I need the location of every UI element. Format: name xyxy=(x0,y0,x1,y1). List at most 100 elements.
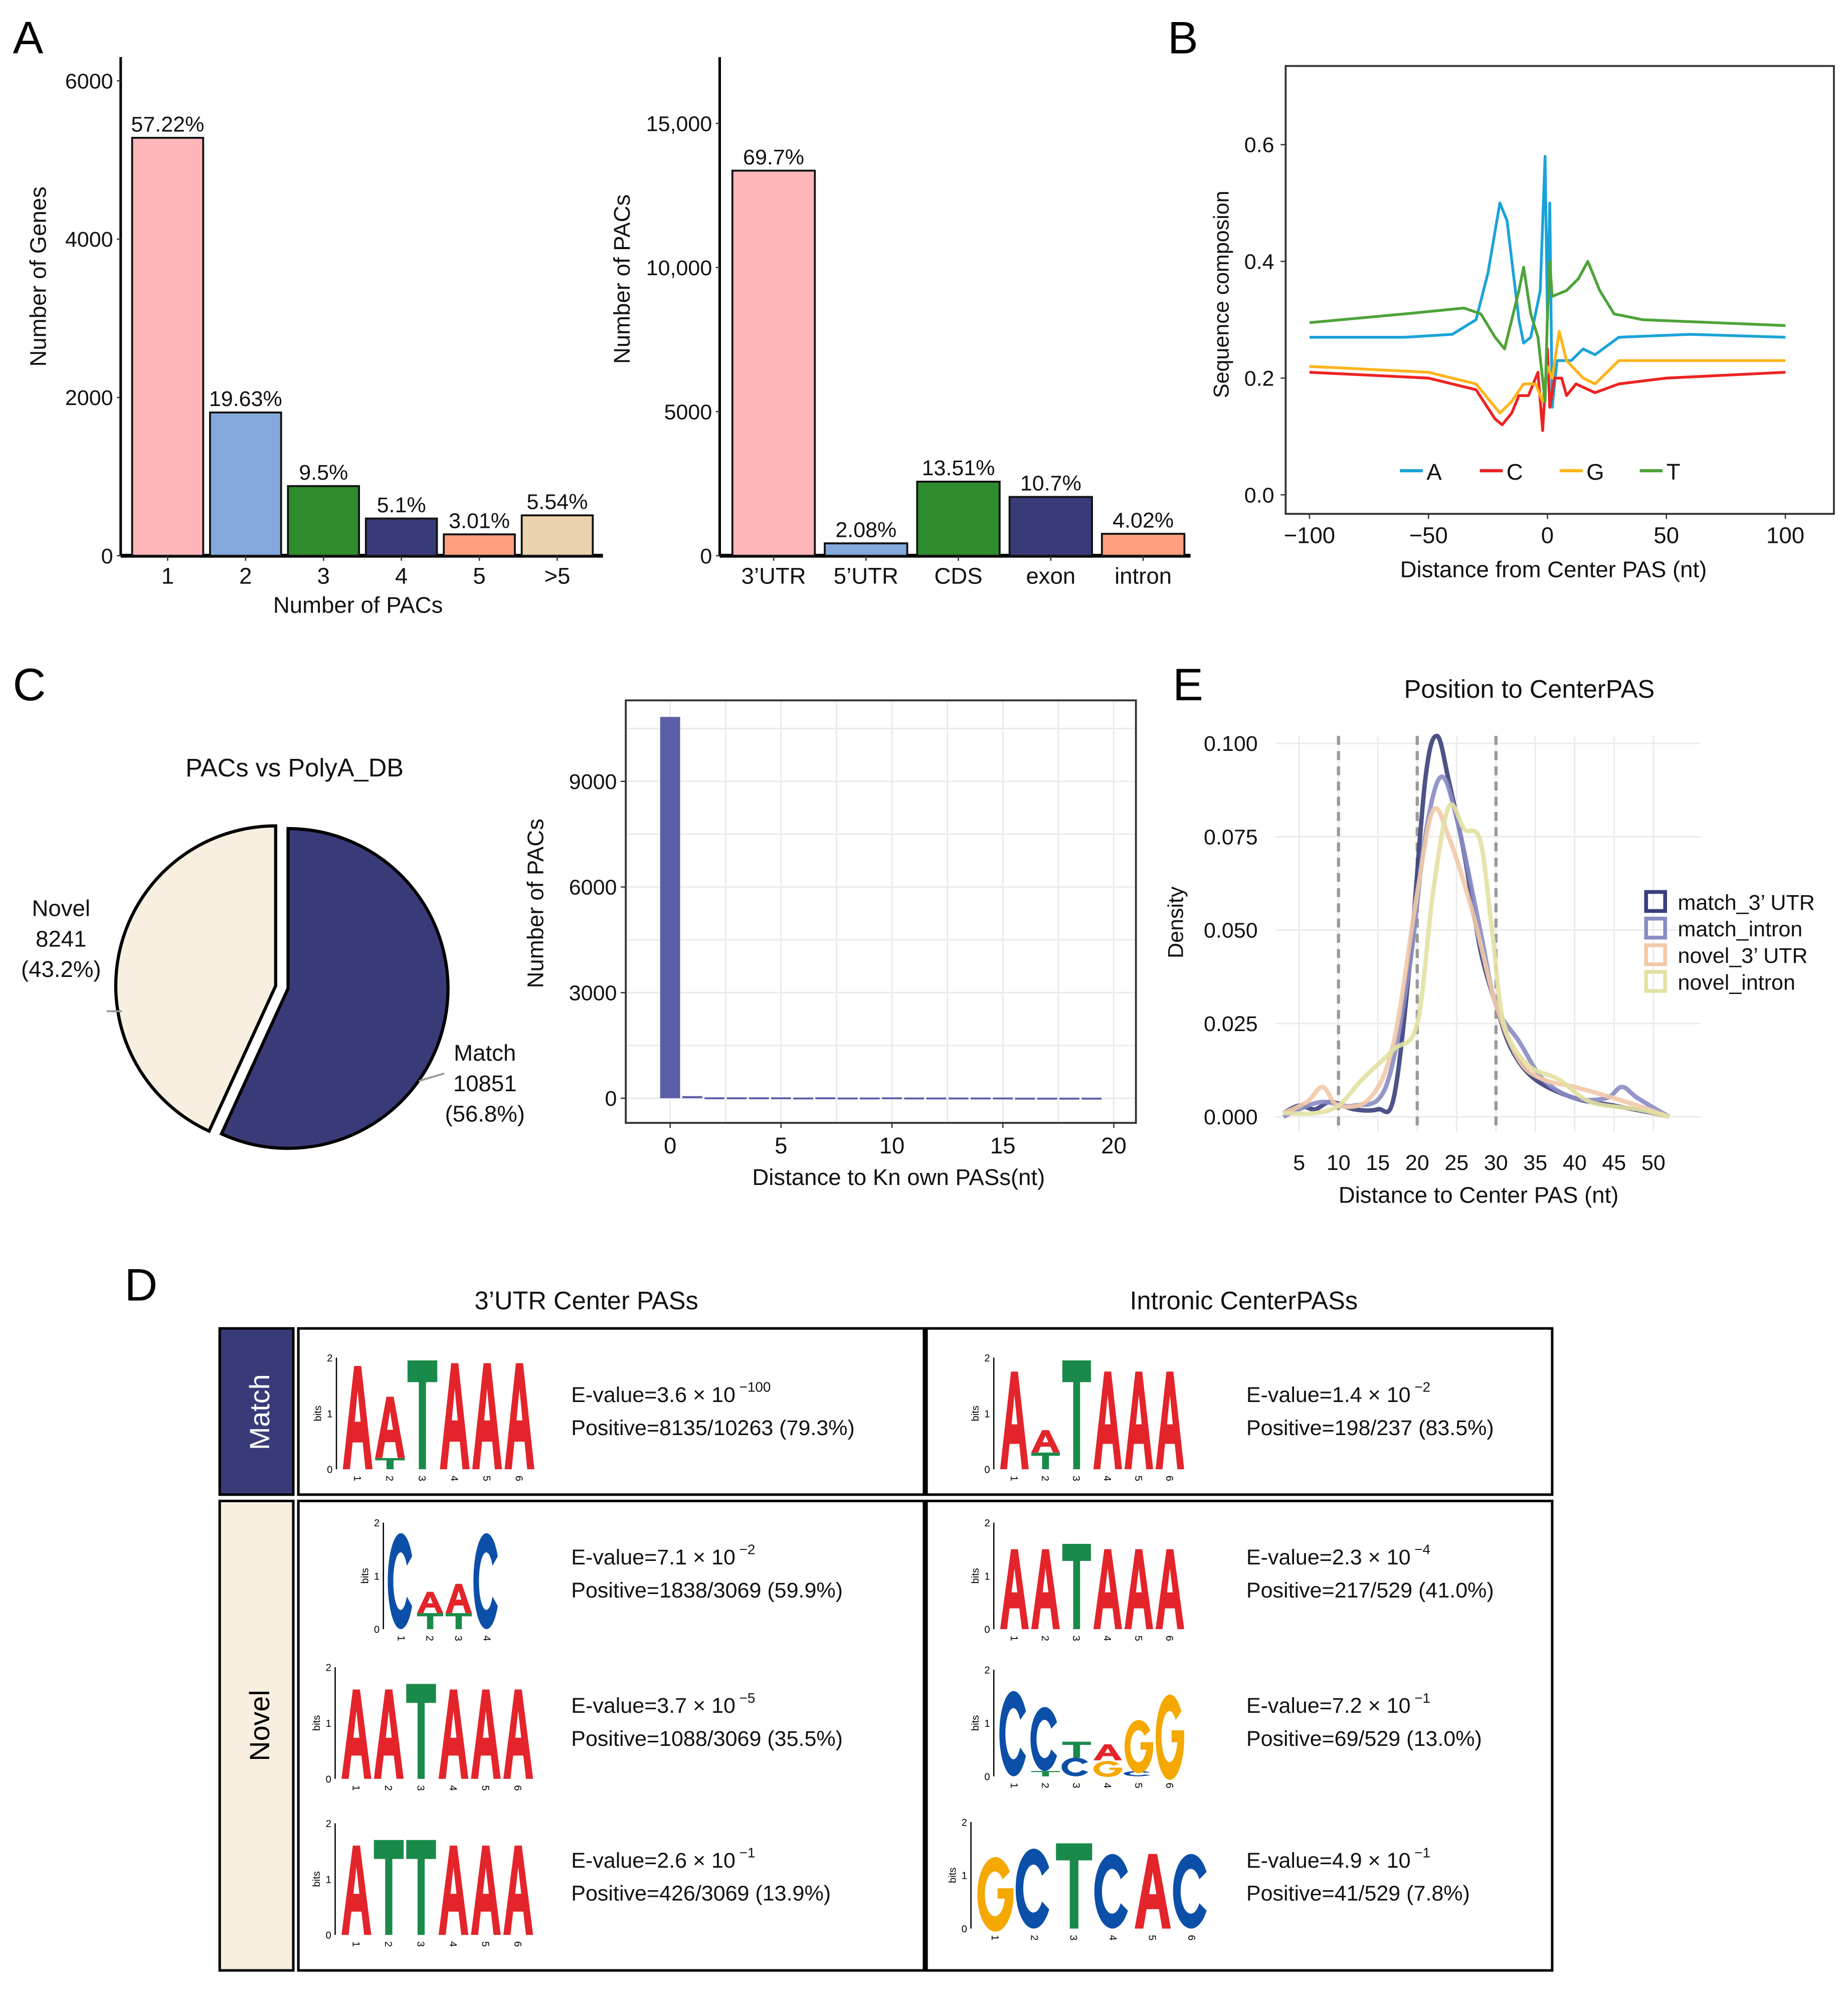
bar xyxy=(971,1097,991,1100)
legend-swatch xyxy=(1644,890,1668,913)
pie-label-name: Novel xyxy=(32,896,90,921)
motif-evalue: E-value=2.3 × 10 −4 xyxy=(1246,1542,1430,1569)
pie-slice-match xyxy=(219,827,450,1150)
pie-leader-line xyxy=(419,1072,445,1082)
y-tick-label: 3000 xyxy=(569,981,617,1005)
bar xyxy=(882,1097,902,1099)
logo-letter-A xyxy=(472,1363,502,1470)
bar xyxy=(520,514,594,557)
col-header-utr: 3’UTR Center PASs xyxy=(475,1286,698,1315)
logo-position-label: 3 xyxy=(1070,1476,1081,1481)
evalue-exponent: −1 xyxy=(1411,1845,1430,1861)
logo-letter-A xyxy=(1155,1371,1184,1470)
bar xyxy=(859,1097,880,1100)
motif-positive: Positive=1838/3069 (59.9%) xyxy=(571,1578,843,1603)
logo-y-tick: 0 xyxy=(327,1465,332,1476)
motif-positive: Positive=198/237 (83.5%) xyxy=(1246,1416,1494,1440)
bar-data-label: 5.1% xyxy=(377,493,426,517)
logo-letter-T xyxy=(1031,1771,1060,1776)
x-tick-label: 50 xyxy=(1653,522,1679,548)
bar-data-label: 2.08% xyxy=(835,518,896,542)
logo-letter-A xyxy=(341,1689,372,1779)
logo-position-label: 4 xyxy=(1101,1476,1113,1481)
pie-slice-novel xyxy=(114,824,278,1133)
logo-letter-G xyxy=(1156,1694,1184,1780)
evalue-base: E-value=4.9 × 10 xyxy=(1246,1849,1411,1873)
panel-b-composition-line-chart: 0.0 0.2 0.4 0.6 −100 −50 0 50 100 Distance from C… xyxy=(1209,65,1835,582)
evalue-base: E-value=7.1 × 10 xyxy=(571,1545,735,1569)
logo-y-tick: 1 xyxy=(984,1571,990,1582)
evalue-exponent: −1 xyxy=(735,1845,755,1861)
bar-data-label: 57.22% xyxy=(131,112,204,136)
bar xyxy=(726,1097,747,1099)
x-tick-label: CDS xyxy=(935,563,983,588)
logo-position-label: 5 xyxy=(479,1785,490,1790)
bar xyxy=(837,1097,858,1100)
bar xyxy=(993,1097,1013,1100)
logo-letter-A xyxy=(1124,1549,1153,1630)
x-tick-label: >5 xyxy=(544,563,571,588)
legend-label: novel_3’ UTR xyxy=(1678,944,1808,968)
x-tick-label: exon xyxy=(1026,563,1075,588)
y-tick-label: 0.050 xyxy=(1204,919,1258,943)
y-tick-label: 0.6 xyxy=(1244,133,1274,157)
x-tick-label: −50 xyxy=(1409,522,1448,548)
bar xyxy=(1081,1097,1102,1100)
evalue-exponent: −4 xyxy=(1411,1542,1430,1557)
motif-evalue: E-value=3.7 × 10 −5 xyxy=(571,1690,755,1718)
logo-letter-A xyxy=(440,1363,470,1470)
logo-letter-C xyxy=(1030,1707,1057,1771)
logo-y-tick: 2 xyxy=(374,1518,380,1529)
legend-swatch xyxy=(1644,916,1668,940)
logo-position-label: 6 xyxy=(513,1476,524,1481)
evalue-exponent: −2 xyxy=(1411,1379,1430,1395)
x-tick-label: 0 xyxy=(1541,522,1554,548)
logo-letter-C xyxy=(1061,1757,1088,1776)
legend-label: G xyxy=(1586,459,1604,485)
logo-letter-A xyxy=(1031,1430,1060,1453)
motif-evalue: E-value=3.6 × 10 −100 xyxy=(571,1379,771,1407)
evalue-exponent: −100 xyxy=(735,1379,771,1395)
density-curve xyxy=(1282,806,1670,1119)
y-tick-label: 0.2 xyxy=(1244,366,1274,390)
evalue-base: E-value=3.7 × 10 xyxy=(571,1694,735,1718)
bar xyxy=(704,1097,725,1099)
logo-position-label: 2 xyxy=(1028,1935,1039,1940)
panel-d-motif-table: 3’UTR Center PASs Intronic CenterPASs Ma… xyxy=(218,1286,1554,1972)
motif-positive: Positive=1088/3069 (35.5%) xyxy=(571,1727,843,1751)
logo-letter-A xyxy=(1000,1371,1029,1470)
row-label-match: Match xyxy=(244,1374,275,1450)
logo-position-label: 3 xyxy=(1068,1935,1079,1940)
panel-c-pie-chart: PACs vs PolyA_DB Match 10851 (56.8%) Novel 82… xyxy=(21,753,525,1150)
logo-y-tick: 1 xyxy=(326,1874,331,1885)
bar xyxy=(1037,1097,1057,1100)
logo-y-tick: 0 xyxy=(984,1625,990,1636)
logo-letter-C xyxy=(1094,1854,1128,1929)
logo-position-label: 1 xyxy=(350,1941,361,1947)
logo-y-label: bits xyxy=(947,1867,958,1883)
logo-letter-A xyxy=(1124,1371,1153,1470)
logo-letter-T xyxy=(406,1840,436,1935)
chart-title: Position to CenterPAS xyxy=(1404,675,1654,703)
logo-position-label: 6 xyxy=(1164,1476,1175,1481)
logo-position-label: 1 xyxy=(1008,1636,1019,1641)
logo-position-label: 4 xyxy=(1101,1782,1113,1788)
logo-position-label: 2 xyxy=(1039,1636,1050,1641)
x-tick-label: 0 xyxy=(664,1133,676,1158)
logo-position-label: 3 xyxy=(416,1476,427,1481)
x-tick-label: 10 xyxy=(879,1133,905,1158)
evalue-base: E-value=2.3 × 10 xyxy=(1246,1545,1411,1569)
logo-letter-A xyxy=(1000,1549,1029,1630)
logo-letter-C xyxy=(388,1533,412,1630)
plot-frame xyxy=(1284,65,1835,515)
x-axis-label: Distance to Kn own PASs(nt) xyxy=(752,1164,1045,1190)
logo-position-label: 6 xyxy=(1186,1935,1197,1940)
bar xyxy=(287,485,360,557)
logo-y-label: bits xyxy=(311,1715,322,1731)
logo-position-label: 2 xyxy=(383,1941,394,1947)
x-axis-label: Number of PACs xyxy=(273,592,443,618)
y-tick-label: 0.075 xyxy=(1204,825,1258,849)
x-axis-label: Distance from Center PAS (nt) xyxy=(1400,557,1707,582)
logo-y-tick: 1 xyxy=(326,1718,331,1729)
